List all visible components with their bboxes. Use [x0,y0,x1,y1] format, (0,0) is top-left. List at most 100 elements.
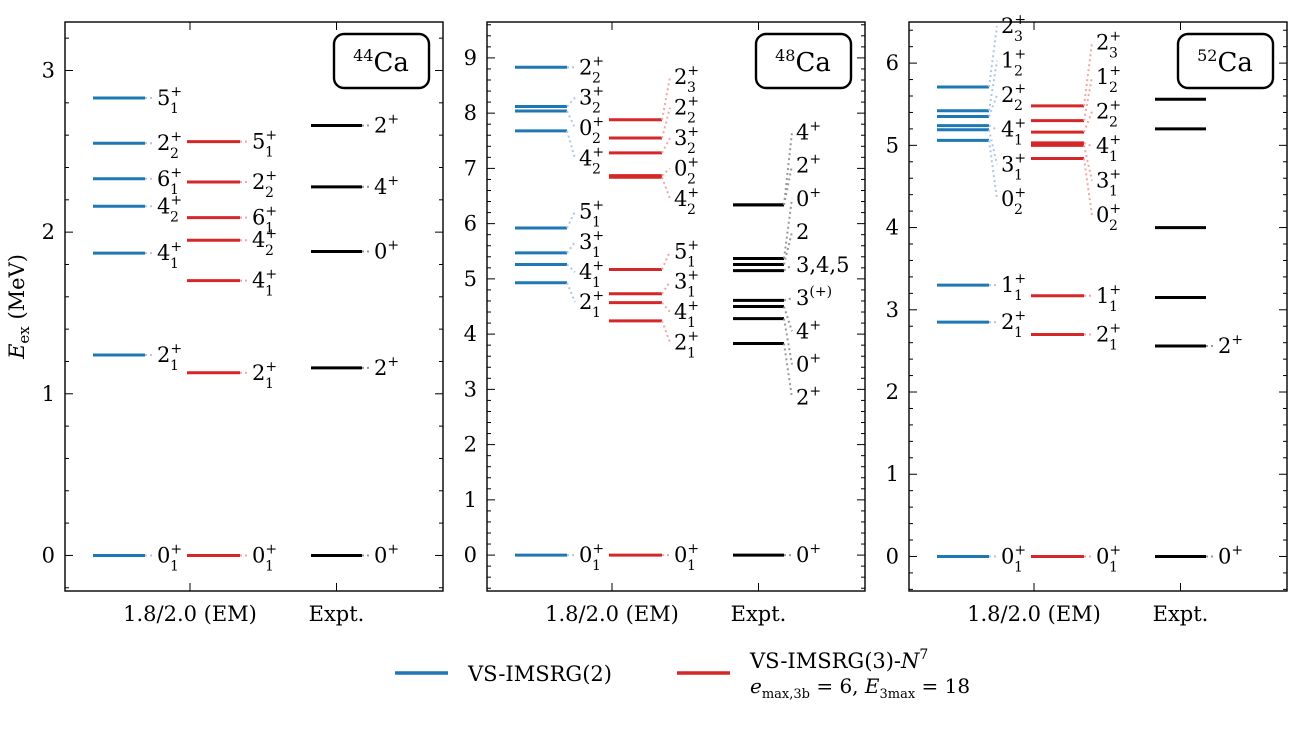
level-label: 2+ 3 [1096,29,1121,62]
level-label: 4+ 1 [674,298,699,331]
level-connector [783,132,793,205]
level-connector [988,140,998,199]
y-tick-label: 0 [886,544,899,568]
level-connector [783,343,793,398]
level-connector [988,94,998,117]
level-label: 4+ [374,173,399,199]
y-axis: 0 1 2 3 4 5 6 7 8 9 1.8/2.0 (EM) Expt. [464,22,865,626]
plot-frame [486,21,866,592]
level-label: 2+ [796,152,821,178]
level-connector [988,129,998,165]
svg-text:44Ca: 44Ca [353,46,409,78]
level-connector [566,263,576,273]
y-axis: 0 1 2 3 4 5 6 1.8/2.0 (EM) Expt. [886,22,1287,626]
level-label: 2+ 1 [1096,320,1121,353]
level-label: 0+ 1 [157,541,182,574]
y-tick-label: 2 [886,380,899,404]
series-2: 0+ 2+ 0+ 4+ 3(+) 3,4,5 2 0+ 2+ 4+ [733,118,849,567]
level-label: 0+ 1 [579,541,604,574]
level-label: 0+ 2 [1096,201,1121,234]
x-tick-label: Expt. [731,602,787,626]
y-tick-label: 5 [886,133,899,157]
level-label: 2+ 1 [579,288,604,321]
level-connector [566,130,576,159]
level-connector [1083,158,1093,216]
level-label: 0+ [796,185,821,211]
level-label: 4+ [796,317,821,343]
level-connector [783,198,793,259]
level-label: 4+ 1 [1096,132,1121,165]
level-label: 2+ [796,384,821,410]
y-tick-label: 7 [464,156,477,180]
y-tick-label: 4 [464,322,477,346]
level-label: 0+ [374,541,399,567]
level-label: 5+ 1 [579,197,604,230]
level-connector [661,281,671,295]
level-label: 2+ 1 [157,341,182,374]
level-label: 4+ 2 [252,226,277,259]
level-connector [783,297,793,302]
level-connector [1083,42,1093,106]
level-label: 2+ 3 [674,63,699,96]
legend-label-vs-imsrg2: VS-IMSRG(2) [467,662,612,686]
level-connector [566,241,576,254]
series-2: 0+ 2+ [1155,97,1243,568]
level-label: 4+ 2 [579,144,604,177]
level-label: 1+ 2 [1096,63,1121,96]
level-label: 3+ 1 [674,268,699,301]
svg-text:48Ca: 48Ca [775,46,831,78]
y-tick-label: 9 [464,46,477,70]
level-label: 2+ [374,111,399,137]
level-connector [1083,141,1093,148]
level-label: 4+ 1 [252,267,277,300]
level-label: 0+ 2 [579,114,604,147]
level-label: 0+ [796,541,821,567]
level-label: 4+ 2 [674,185,699,218]
y-tick-label: 1 [464,488,477,512]
level-label: 4+ 1 [1001,116,1026,149]
level-label: 1+ 1 [1096,282,1121,315]
level-label: 5+ 1 [674,237,699,270]
level-label: 0+ 1 [674,541,699,574]
svg-text:52Ca: 52Ca [1197,46,1253,78]
level-label: 2+ 2 [1096,98,1121,131]
level-label: 2 [796,220,809,244]
y-tick-label: 3 [886,298,899,322]
series-0: 0+ 1 2+ 1 1+ 1 0+ 23+ 14+ 12+ 21+ 22+ 3 [937,12,1026,575]
y-axis-label: Eex (MeV) [5,254,33,360]
x-tick-label: 1.8/2.0 (EM) [967,602,1101,626]
level-connector [1083,111,1093,133]
level-label: 0+ [1218,542,1243,568]
level-connector [783,264,793,272]
series-1: 0+ 1 2+ 1 1+ 1 0+ 23+ 14+ 12+ 21+ 22+ 3 [1031,29,1121,575]
y-axis: 0 1 2 3 1.8/2.0 (EM) Expt. [42,22,443,626]
level-label: 2+ 1 [674,328,699,361]
level-label: 2+ 2 [252,168,277,201]
x-tick-label: 1.8/2.0 (EM) [545,602,679,626]
level-connector [661,167,671,177]
level-label: 1+ 1 [1001,271,1026,304]
series-2: 0+ 2+ 0+ 4+ 2+ [311,111,399,567]
y-tick-label: 2 [464,433,477,457]
level-connector [661,320,671,343]
level-connector [988,124,998,131]
y-tick-label: 3 [464,377,477,401]
level-label: 3(+) [796,284,832,310]
level-label: 0+ 1 [1096,542,1121,575]
level-label: 4+ 2 [157,192,182,225]
nucleus-label: 48Ca [754,32,853,90]
legend-detail-params: emax,3b = 6, E3max = 18 [750,674,970,702]
nucleus-label: 44Ca [332,32,431,90]
level-label: 3,4,5 [796,253,849,277]
y-tick-label: 0 [42,543,55,567]
y-tick-label: 4 [886,216,899,240]
level-label: 2+ 1 [1001,308,1026,341]
level-label: 3+ 2 [579,84,604,117]
level-connector [566,282,576,303]
level-label: 3+ 1 [579,228,604,261]
y-tick-label: 2 [42,220,55,244]
level-label: 0+ 1 [1001,542,1026,575]
